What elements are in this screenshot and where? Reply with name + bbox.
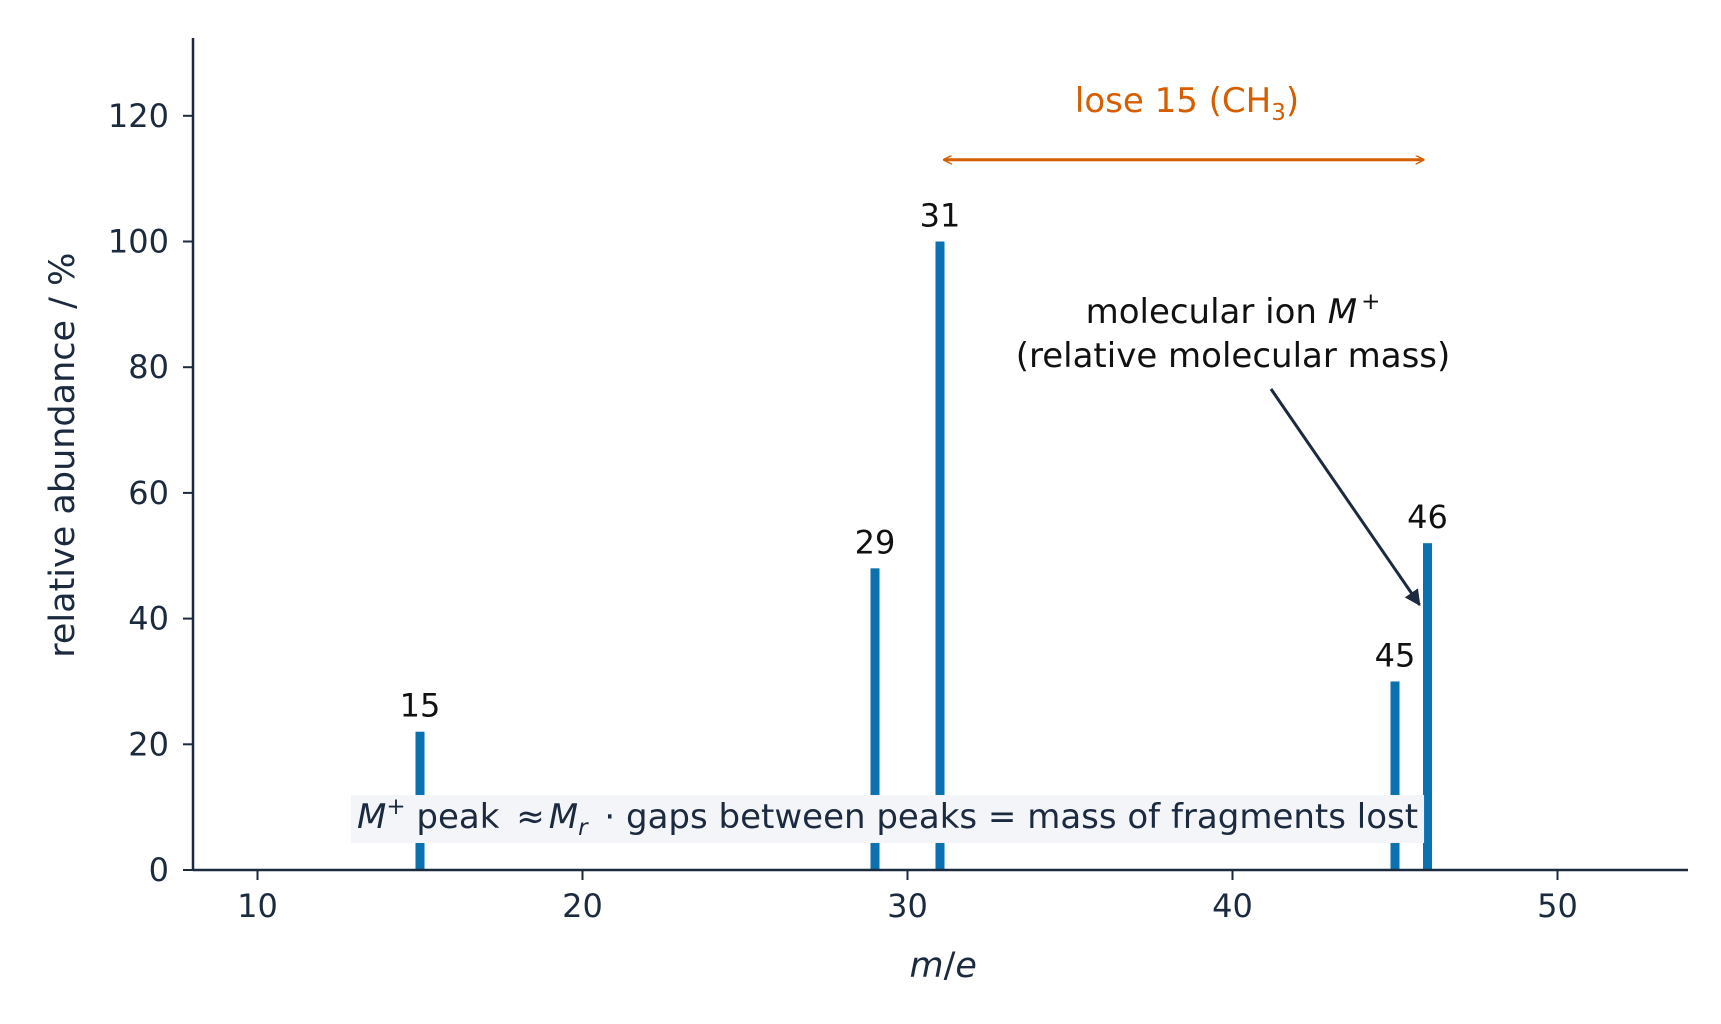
bar bbox=[935, 241, 945, 870]
note-plus-sup: + bbox=[386, 794, 405, 820]
footer-note-background bbox=[351, 795, 1425, 843]
note-rest: · gaps between peaks = mass of fragments… bbox=[594, 797, 1418, 837]
bar-data-label: 29 bbox=[855, 523, 896, 561]
y-tick-label: 100 bbox=[108, 223, 169, 261]
x-tick-label: 30 bbox=[887, 887, 928, 925]
y-ticks: 0 20 40 60 80 100 120 bbox=[108, 97, 193, 889]
bar-data-label: 15 bbox=[400, 687, 441, 725]
molecular-ion-arrow bbox=[1269, 388, 1421, 607]
y-tick-label: 0 bbox=[149, 851, 169, 889]
x-tick-label: 20 bbox=[562, 887, 603, 925]
note-mr-sub: r bbox=[578, 815, 589, 841]
x-tick-label: 10 bbox=[237, 887, 278, 925]
note-approx: ≈ bbox=[516, 797, 545, 837]
molecular-ion-sublabel: (relative molecular mass) bbox=[1016, 336, 1451, 376]
x-axis-label: m/e bbox=[910, 946, 977, 986]
y-tick-label: 40 bbox=[128, 600, 169, 638]
note-mr-symbol: M bbox=[549, 797, 578, 837]
bar-labels-layer: 15 29 31 45 46 bbox=[400, 197, 1448, 725]
bar-data-label: 31 bbox=[920, 197, 961, 235]
x-ticks: 10 20 30 40 50 bbox=[237, 870, 1578, 925]
y-tick-label: 120 bbox=[108, 97, 169, 135]
x-tick-label: 50 bbox=[1537, 887, 1578, 925]
y-tick-label: 20 bbox=[128, 725, 169, 763]
y-tick-label: 60 bbox=[128, 474, 169, 512]
bar-data-label: 45 bbox=[1375, 636, 1416, 674]
y-axis-label: relative abundance / % bbox=[43, 253, 83, 658]
note-peak-text: peak bbox=[406, 797, 511, 837]
bar bbox=[1423, 543, 1432, 870]
x-tick-label: 40 bbox=[1212, 887, 1253, 925]
y-tick-label: 80 bbox=[128, 348, 169, 386]
bar bbox=[870, 568, 880, 870]
bar bbox=[1390, 681, 1400, 870]
footer-note: M+ peak ≈ Mr · gaps between peaks = mass … bbox=[357, 794, 1418, 841]
molecular-ion-label: molecular ion M + bbox=[1086, 289, 1381, 332]
loss-annotation: lose 15 (CH3) bbox=[1075, 81, 1299, 126]
bar-data-label: 46 bbox=[1407, 498, 1448, 536]
note-m-symbol: M bbox=[357, 797, 386, 837]
